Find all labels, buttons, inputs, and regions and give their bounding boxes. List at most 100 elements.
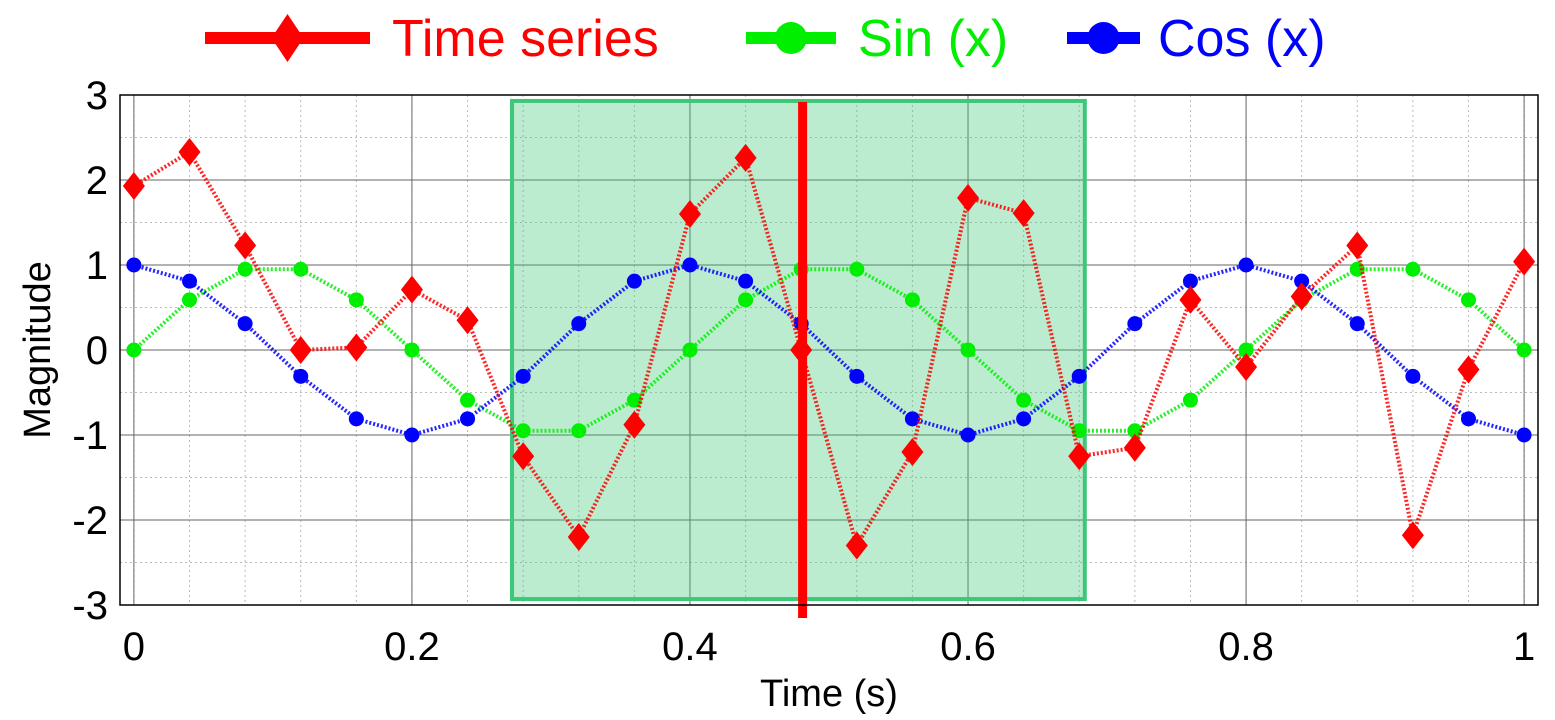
- data-point-time-series: [1457, 355, 1480, 384]
- data-point-sin-x: [515, 423, 531, 439]
- data-point-cos-x: [1182, 273, 1198, 289]
- data-point-time-series: [1012, 199, 1035, 228]
- y-tick-label: -2: [72, 499, 108, 543]
- data-point-cos-x: [1238, 257, 1254, 273]
- data-point-cos-x: [904, 411, 920, 427]
- series-time-series: [122, 137, 1536, 560]
- legend-marker-cos-x: [1087, 22, 1120, 54]
- data-point-cos-x: [348, 411, 364, 427]
- legend-label-sin-x: Sin (x): [858, 10, 1008, 68]
- data-point-sin-x: [682, 342, 698, 358]
- data-point-cos-x: [571, 316, 587, 332]
- legend-item-cos-x: Cos (x): [1067, 10, 1326, 68]
- y-tick-label: 2: [86, 159, 108, 203]
- data-point-sin-x: [1516, 342, 1532, 358]
- data-point-cos-x: [1405, 368, 1421, 384]
- data-point-cos-x: [1460, 411, 1476, 427]
- data-point-sin-x: [404, 342, 420, 358]
- data-point-sin-x: [571, 423, 587, 439]
- data-point-time-series: [512, 442, 535, 471]
- data-point-cos-x: [960, 427, 976, 443]
- data-point-cos-x: [1127, 316, 1143, 332]
- data-point-sin-x: [849, 261, 865, 277]
- data-point-cos-x: [1349, 316, 1365, 332]
- data-point-cos-x: [1016, 411, 1032, 427]
- y-tick-label: -3: [72, 584, 108, 628]
- y-tick-label: 3: [86, 74, 108, 118]
- data-point-sin-x: [1405, 261, 1421, 277]
- y-axis-title: Magnitude: [17, 261, 59, 438]
- legend: Time series Sin (x) Cos (x): [205, 10, 1326, 68]
- legend-marker-sin-x: [775, 22, 807, 54]
- plot-frame: [119, 94, 1539, 606]
- data-point-sin-x: [1182, 392, 1198, 408]
- data-point-cos-x: [237, 316, 253, 332]
- data-point-time-series: [1513, 247, 1536, 276]
- series-line-cos-x: [133, 262, 1525, 438]
- x-tick-label: 0.8: [1218, 625, 1274, 669]
- y-tick-label: 1: [86, 244, 108, 288]
- data-point-time-series: [734, 143, 757, 172]
- data-point-cos-x: [293, 368, 309, 384]
- data-point-time-series: [178, 137, 201, 166]
- data-point-time-series: [345, 333, 368, 362]
- data-point-sin-x: [182, 292, 198, 308]
- data-point-time-series: [1401, 521, 1424, 550]
- series-layer: [122, 137, 1536, 560]
- data-point-sin-x: [126, 342, 142, 358]
- data-point-time-series: [456, 306, 479, 335]
- x-tick-label: 0.4: [662, 625, 718, 669]
- data-point-time-series: [901, 438, 924, 466]
- data-point-sin-x: [348, 292, 364, 308]
- data-point-time-series: [1290, 282, 1313, 311]
- legend-label-time-series: Time series: [392, 10, 659, 68]
- tick-labels: 0 0.2 0.4 0.6 0.8 1 3 2 1 0 -1 -2 -3: [72, 74, 1535, 669]
- x-tick-label: 0.6: [940, 625, 996, 669]
- legend-item-time-series: Time series: [205, 10, 659, 68]
- data-point-cos-x: [404, 427, 420, 443]
- data-point-cos-x: [515, 368, 531, 384]
- x-axis-title: Time (s): [760, 673, 898, 715]
- data-point-time-series: [957, 183, 980, 212]
- data-point-sin-x: [1238, 342, 1254, 358]
- data-point-cos-x: [1071, 368, 1087, 384]
- data-point-cos-x: [849, 368, 865, 384]
- data-point-cos-x: [738, 273, 754, 289]
- data-point-sin-x: [626, 392, 642, 408]
- data-point-cos-x: [460, 411, 476, 427]
- series-line-sin-x: [132, 267, 1526, 433]
- data-point-time-series: [1235, 353, 1258, 381]
- data-point-time-series: [845, 531, 868, 560]
- x-tick-label: 0: [123, 625, 145, 669]
- data-point-sin-x: [904, 292, 920, 308]
- data-point-time-series: [567, 523, 590, 551]
- data-point-sin-x: [460, 392, 476, 408]
- data-point-sin-x: [960, 342, 976, 358]
- data-point-cos-x: [126, 257, 142, 273]
- data-point-time-series: [1346, 231, 1369, 260]
- data-point-time-series: [1179, 285, 1202, 314]
- y-tick-label: -1: [72, 414, 108, 458]
- x-tick-label: 0.2: [384, 625, 440, 669]
- data-point-time-series: [1068, 442, 1091, 471]
- data-point-time-series: [289, 336, 312, 364]
- data-point-sin-x: [1016, 392, 1032, 408]
- data-point-sin-x: [738, 292, 754, 308]
- data-point-time-series: [623, 410, 646, 439]
- data-point-sin-x: [293, 261, 309, 277]
- legend-marker-time-series: [271, 14, 304, 62]
- data-point-cos-x: [682, 257, 698, 273]
- data-point-cos-x: [182, 273, 198, 289]
- x-tick-label: 1: [1513, 625, 1535, 669]
- data-point-cos-x: [1516, 427, 1532, 443]
- legend-label-cos-x: Cos (x): [1158, 10, 1326, 68]
- data-point-sin-x: [237, 261, 253, 277]
- legend-item-sin-x: Sin (x): [746, 10, 1008, 68]
- data-point-sin-x: [1460, 292, 1476, 308]
- y-tick-label: 0: [86, 329, 108, 373]
- data-point-time-series: [400, 275, 423, 304]
- data-point-time-series: [234, 231, 257, 260]
- data-point-time-series: [1123, 433, 1146, 462]
- data-point-cos-x: [1294, 273, 1310, 289]
